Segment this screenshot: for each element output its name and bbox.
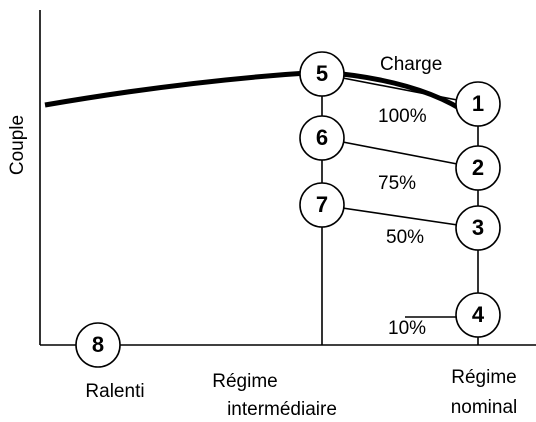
x-label: Ralenti [85,381,144,402]
node: 1 [455,81,501,127]
node-label: 6 [316,125,328,150]
node: 3 [455,205,501,251]
x-label: Régime [212,371,277,392]
load-label: Charge [380,54,442,75]
node-circle [455,205,501,251]
node-circle [75,322,121,368]
node: 2 [455,145,501,191]
load-value: 100% [378,106,427,127]
link-5-1 [321,73,479,105]
x-label: intermédiaire [227,399,337,420]
node-label: 2 [472,155,484,180]
node: 6 [299,115,345,161]
node-label: 1 [472,91,484,116]
link-7-3 [321,204,479,229]
x-label: Régime [451,367,516,388]
x-label: nominal [451,397,518,418]
node-circle [299,51,345,97]
node-circle [455,145,501,191]
node: 8 [75,322,121,368]
link-6-2 [321,137,479,169]
node: 4 [455,292,501,338]
load-value: 75% [378,173,416,194]
node: 7 [299,182,345,228]
node-label: 3 [472,215,484,240]
node: 5 [299,51,345,97]
node-label: 7 [316,192,328,217]
node-circle [455,292,501,338]
load-value: 10% [388,318,426,339]
node-label: 5 [316,61,328,86]
node-circle [299,115,345,161]
y-axis-label: Couple [7,115,28,175]
node-label: 4 [472,302,485,327]
node-circle [299,182,345,228]
load-value: 50% [386,227,424,248]
node-circle [455,81,501,127]
node-label: 8 [92,332,104,357]
